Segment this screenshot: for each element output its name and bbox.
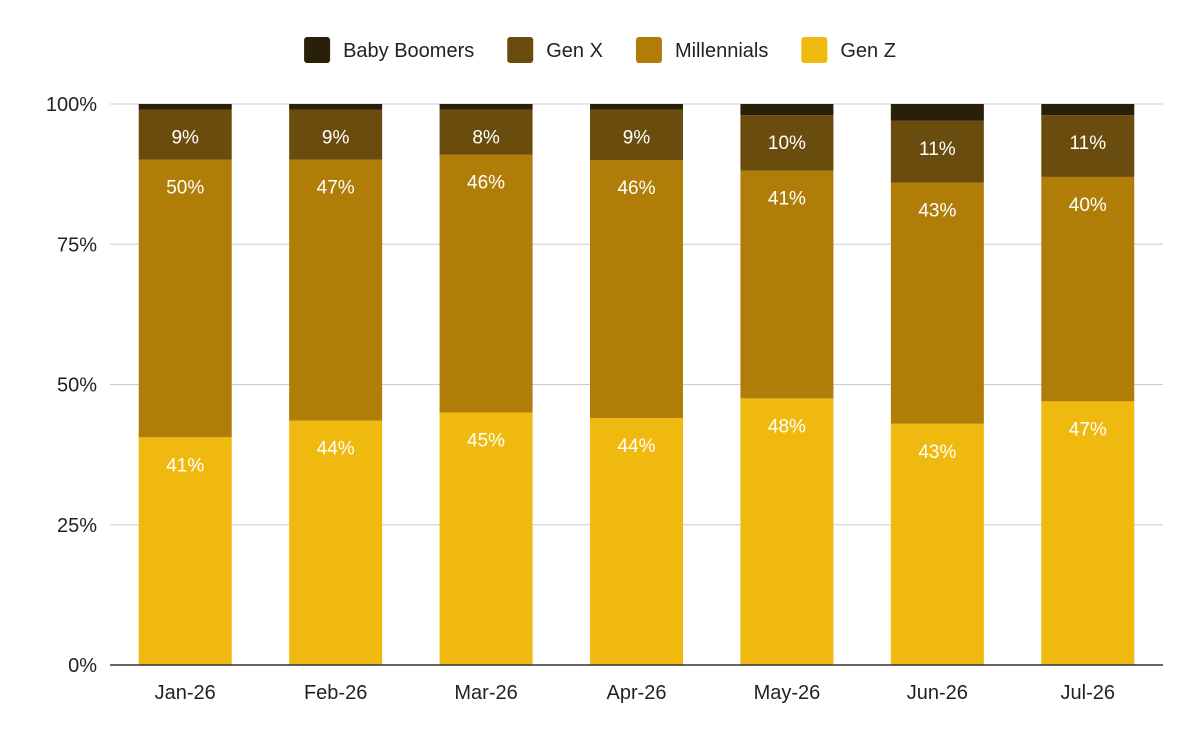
legend-label: Gen X [546,40,603,62]
data-label: 43% [918,442,956,463]
data-label: 48% [768,416,806,437]
data-label: 47% [1069,419,1107,440]
legend-item-millennials[interactable]: Millennials [635,37,768,63]
y-tick-label: 50% [57,375,97,397]
legend-swatch [304,37,331,63]
data-label: 40% [1069,195,1107,216]
bar-segment-millennials [138,159,232,438]
data-label: 11% [919,139,956,160]
data-label: 41% [166,455,204,476]
data-label: 9% [171,128,199,149]
data-label: 46% [467,172,505,193]
legend-label: Gen Z [840,40,896,62]
legend-label: Millennials [675,40,768,62]
x-tick-label: Jul-26 [1061,682,1115,704]
bar-segment-gen-x [1041,115,1135,177]
bar-segment-baby-boomers [289,104,383,110]
legend-item-baby-boomers[interactable]: Baby Boomers [304,37,474,63]
bar-segment-millennials [590,160,683,419]
x-tick-label: Mar-26 [454,682,517,704]
bar-segment-baby-boomers [439,104,533,110]
legend-label: Baby Boomers [343,40,474,62]
bar-segment-baby-boomers [590,104,683,110]
bar-segment-baby-boomers [890,104,984,121]
bar-segment-gen-z [740,398,834,665]
bar-segment-gen-x [590,109,683,161]
data-label: 46% [617,178,655,199]
data-label: 44% [617,436,655,457]
data-label: 11% [1069,133,1106,154]
bar-segment-gen-x [289,109,383,160]
bar-segment-millennials [289,159,383,421]
bar-segment-millennials [890,182,984,424]
x-tick-label: May-26 [754,682,821,704]
data-label: 50% [166,178,204,199]
bar-segment-gen-z [138,437,232,665]
bar-segment-gen-z [439,412,533,665]
bar-segment-millennials [740,170,834,399]
y-tick-label: 100% [46,94,97,116]
y-tick-label: 25% [57,515,97,537]
x-tick-label: Jun-26 [907,682,968,704]
bar-segment-millennials [439,154,533,413]
legend-item-gen-z[interactable]: Gen Z [801,37,896,63]
legend-swatch [801,37,828,63]
x-tick-label: Jan-26 [155,682,216,704]
y-tick-label: 75% [57,234,97,256]
data-label: 8% [472,128,500,149]
data-label: 45% [467,431,505,452]
bar-segment-gen-z [890,423,984,665]
bar-segment-baby-boomers [740,104,834,116]
bars [138,104,1135,665]
data-label: 43% [918,201,956,222]
bar-segment-baby-boomers [138,104,232,110]
y-tick-label: 0% [68,655,97,677]
bar-segment-gen-x [890,120,984,183]
axes: 0% 25% 50% 75% 100% Jan-26 Feb-26 Mar-26 Apr-26 M… [46,94,1163,704]
bar-segment-gen-x [138,109,232,160]
bar-segment-gen-z [289,420,383,665]
bar-segment-gen-x [740,115,834,171]
data-labels: 41% 50% 9% 44% 47% 9% 45% 46% 8% 44% 46% 9% 48% 41% 10… [166,128,1107,477]
legend-item-gen-x[interactable]: Gen X [507,37,603,63]
legend-swatch [635,37,662,63]
legend: Baby Boomers Gen X Millennials Gen Z [304,37,896,63]
bar-segment-gen-z [590,418,683,665]
data-label: 41% [768,189,806,210]
data-label: 10% [768,133,806,154]
bar-segment-baby-boomers [1041,104,1135,116]
x-tick-label: Feb-26 [304,682,367,704]
legend-swatch [507,37,534,63]
bar-segment-gen-z [1041,401,1135,665]
bar-segment-gen-x [439,109,533,155]
data-label: 47% [317,178,355,199]
data-label: 44% [317,439,355,460]
data-label: 9% [623,128,651,149]
x-tick-label: Apr-26 [606,682,666,704]
data-label: 9% [322,128,350,149]
bar-segment-millennials [1041,176,1135,402]
